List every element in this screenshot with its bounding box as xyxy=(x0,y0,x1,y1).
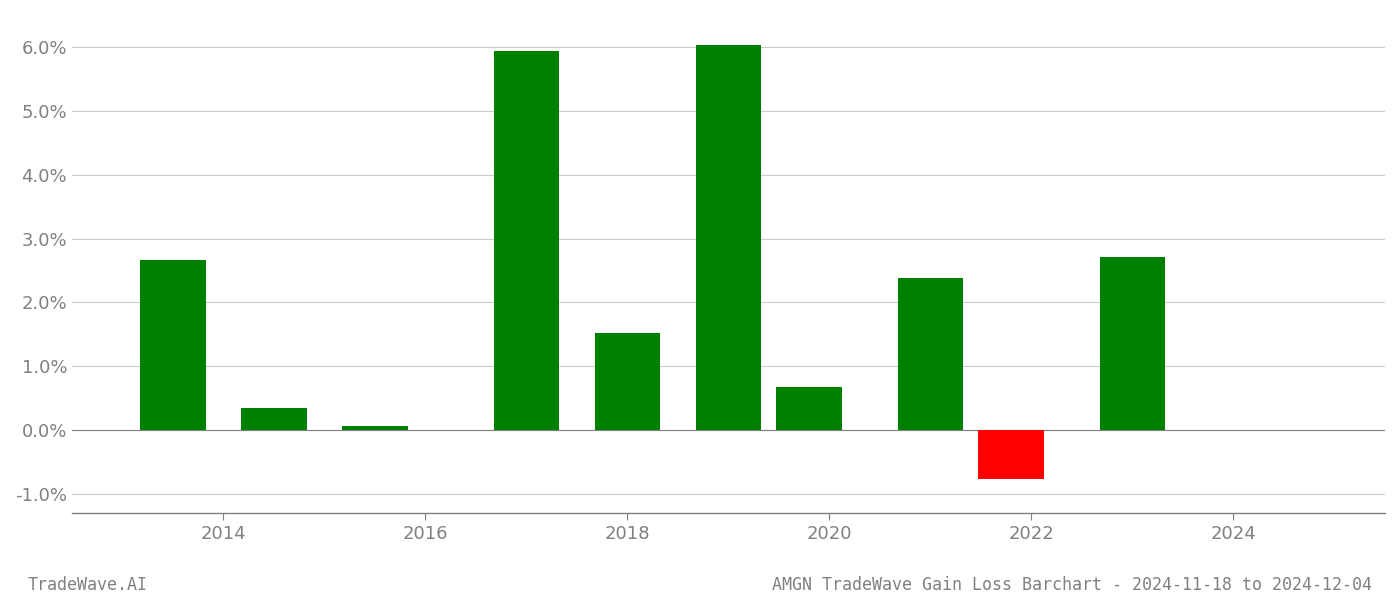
Bar xyxy=(777,387,841,430)
Bar xyxy=(342,425,407,430)
Bar xyxy=(1099,257,1165,430)
Text: AMGN TradeWave Gain Loss Barchart - 2024-11-18 to 2024-12-04: AMGN TradeWave Gain Loss Barchart - 2024… xyxy=(771,576,1372,594)
Bar xyxy=(140,260,206,430)
Bar xyxy=(696,45,762,430)
Bar xyxy=(494,52,559,430)
Bar xyxy=(595,333,661,430)
Text: TradeWave.AI: TradeWave.AI xyxy=(28,576,148,594)
Bar xyxy=(897,278,963,430)
Bar xyxy=(979,430,1044,479)
Bar xyxy=(241,408,307,430)
